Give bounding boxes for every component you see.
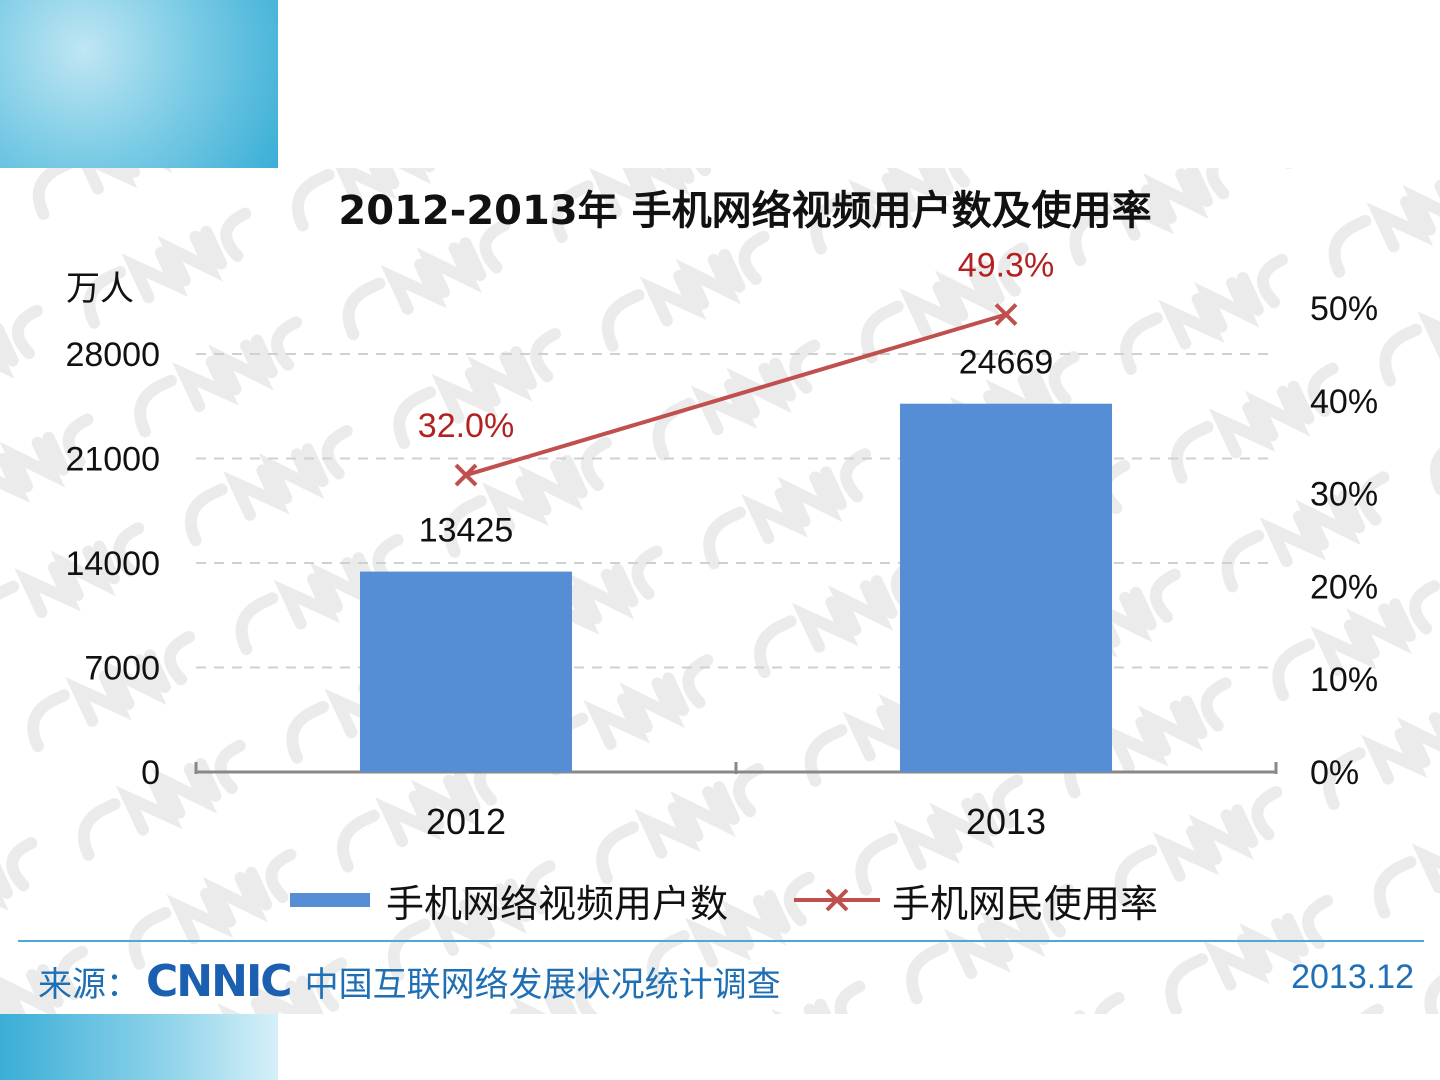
line-point-marker [454,463,478,487]
y-tick-label: 7000 [84,650,160,688]
y2-tick-label: 10% [1310,661,1378,699]
y2-tick-label: 50% [1310,290,1378,328]
y-tick-label: 14000 [65,545,160,583]
y2-tick-label: 40% [1310,383,1378,421]
legend-item-bar: 手机网络视频用户数 [290,873,728,928]
bar-data-label: 13425 [419,512,514,550]
y2-tick-label: 0% [1310,754,1359,792]
legend-label-bar: 手机网络视频用户数 [386,881,729,926]
legend-swatch-line [794,888,881,912]
y-axis-label: 万人 [66,269,134,309]
line-data-label: 32.0% [418,407,514,445]
y2-tick-label: 20% [1310,568,1378,606]
y-tick-label: 0 [141,754,160,792]
legend: 手机网络视频用户数 手机网民使用率 [290,872,1224,928]
legend-item-line: 手机网民使用率 [794,873,1158,928]
cnnic-logo: CNNIC [146,955,293,1007]
footer-date: 2013.12 [1291,958,1414,996]
y-tick-label: 28000 [65,336,160,374]
legend-swatch-bar [290,893,370,907]
line-point-marker [994,303,1018,326]
source-label: 来源： [38,964,140,1005]
bar [900,403,1112,772]
bar [360,571,572,772]
legend-label-line: 手机网民使用率 [892,881,1159,926]
source-text: 中国互联网络发展状况统计调查 [304,964,781,1005]
footer-source: 来源： CNNIC 中国互联网络发展状况统计调查 [38,955,781,1007]
decorative-corner-bottom [0,1014,278,1080]
chart-title: 2012-2013年 手机网络视频用户数及使用率 [338,188,1152,234]
y-tick-label: 21000 [65,441,160,479]
bar-data-label: 24669 [959,344,1054,382]
decorative-corner-top [0,0,278,168]
x-tick-label: 2012 [426,801,506,842]
series-line [465,312,1007,477]
y2-tick-label: 30% [1310,476,1378,514]
x-tick-label: 2013 [966,801,1046,842]
footer-divider [18,940,1424,942]
line-data-label: 49.3% [958,246,1054,284]
